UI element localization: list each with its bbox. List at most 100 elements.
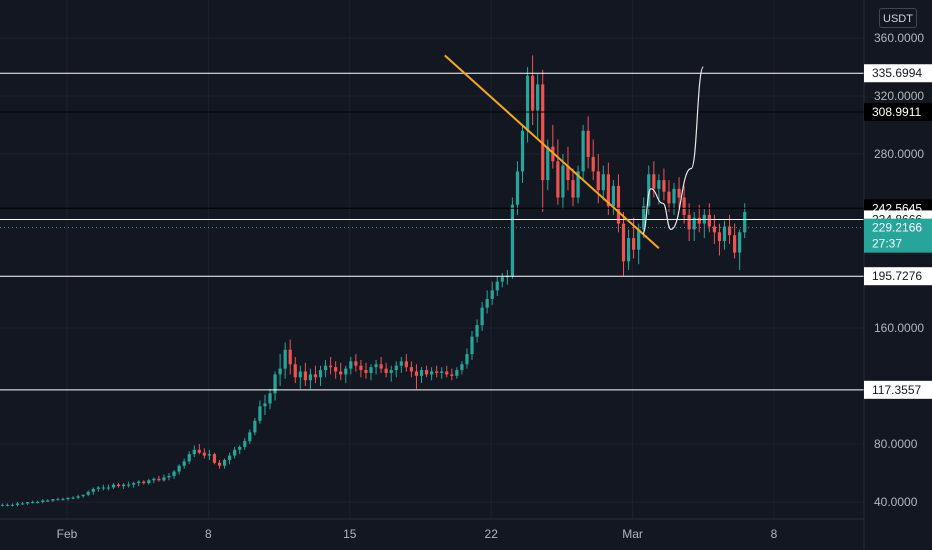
candle-body	[142, 481, 146, 484]
candle-body	[440, 371, 444, 373]
candle-body	[662, 180, 666, 192]
time-tick-label: Mar	[622, 527, 643, 541]
candle-body	[106, 487, 111, 489]
candle-body	[374, 364, 378, 368]
candle-body	[652, 174, 656, 189]
candle-body	[111, 484, 116, 488]
candle-body	[495, 281, 499, 291]
candle-body	[672, 188, 676, 204]
candle-body	[546, 146, 550, 181]
candle-body	[399, 361, 403, 366]
time-axis: Feb 8 15 22 Mar 8	[57, 527, 778, 541]
candle-body	[293, 364, 297, 378]
candle-body	[313, 374, 318, 378]
candle-body	[435, 371, 439, 373]
candle-body	[71, 497, 75, 499]
candle-body	[359, 365, 363, 371]
countdown-label: 27:37	[872, 237, 902, 251]
candle-body	[263, 403, 267, 407]
current-price-label: 229.2166	[872, 221, 922, 235]
candle-body	[566, 165, 570, 181]
candle-body	[248, 432, 252, 442]
candle-body	[238, 446, 242, 450]
candle-body	[202, 452, 206, 456]
candle-body	[465, 354, 469, 365]
candle-body	[207, 454, 212, 456]
price-tick-label: 280.0000	[874, 147, 924, 161]
price-tick-label: 360.0000	[874, 31, 924, 45]
candle-body	[404, 361, 408, 368]
candle-body	[571, 180, 575, 198]
currency-label[interactable]: USDT	[879, 8, 917, 28]
candle-body	[606, 174, 610, 207]
candle-body	[384, 368, 388, 373]
candle-body	[414, 371, 419, 376]
candle-body	[581, 130, 585, 172]
candle-body	[308, 374, 313, 381]
candle-body	[344, 368, 348, 375]
candle-body	[323, 365, 328, 371]
candle-body	[389, 370, 393, 373]
candle-body	[132, 483, 136, 485]
candle-body	[76, 496, 80, 498]
candle-body	[197, 449, 201, 453]
candle-body	[596, 171, 600, 191]
candle-body	[298, 371, 302, 378]
candle-body	[349, 361, 353, 369]
candle-body	[81, 494, 85, 497]
candle-body	[268, 393, 272, 404]
price-axis: 360.0000 320.0000 280.0000 160.0000 80.0000 4…	[874, 31, 924, 509]
candle-body	[339, 371, 343, 375]
candle-body	[520, 130, 525, 172]
candle-body	[228, 455, 232, 460]
candle-body	[283, 349, 287, 369]
candle-body	[697, 217, 701, 224]
candle-body	[46, 500, 50, 502]
candle-body	[137, 481, 141, 484]
candle-body	[541, 84, 545, 181]
candle-body	[288, 349, 292, 365]
candle-body	[591, 156, 595, 172]
candle-body	[707, 214, 711, 227]
candle-body	[733, 235, 737, 253]
candle-body	[687, 214, 691, 230]
level-price-tag-label: 117.3557	[872, 383, 921, 397]
price-tick-label: 160.0000	[874, 321, 924, 335]
candle-body	[253, 420, 257, 433]
horizontal-levels	[0, 72, 864, 391]
candle-body	[460, 364, 464, 371]
candle-body	[586, 130, 590, 157]
candle-body	[26, 502, 30, 504]
candle-body	[187, 454, 191, 462]
candle-body	[51, 499, 55, 501]
candle-body	[419, 370, 424, 376]
candle-body	[531, 75, 535, 111]
candle-body	[379, 364, 383, 369]
candle-body	[394, 365, 398, 371]
candle-body	[217, 462, 222, 466]
candle-body	[717, 232, 722, 241]
candle-body	[556, 161, 560, 198]
candle-body	[727, 226, 732, 236]
candle-body	[430, 371, 434, 375]
candle-body	[212, 454, 217, 463]
candle-body	[177, 465, 181, 472]
level-price-tag	[864, 380, 932, 399]
candle-body	[10, 504, 15, 506]
level-price-tag-label: 308.9911	[872, 105, 921, 119]
candle-body	[157, 478, 161, 481]
candle-body	[20, 503, 25, 505]
candle-body	[56, 499, 60, 501]
level-price-tag-label: 195.7276	[872, 269, 922, 283]
candle-body	[258, 406, 262, 421]
candle-body	[510, 204, 515, 276]
candle-body	[162, 477, 166, 481]
candle-body	[167, 475, 171, 478]
candle-body	[455, 370, 459, 376]
candle-body	[500, 277, 504, 282]
candle-body	[445, 371, 449, 375]
candle-body	[5, 504, 10, 506]
candle-body	[743, 212, 747, 233]
projection-path	[642, 66, 704, 235]
